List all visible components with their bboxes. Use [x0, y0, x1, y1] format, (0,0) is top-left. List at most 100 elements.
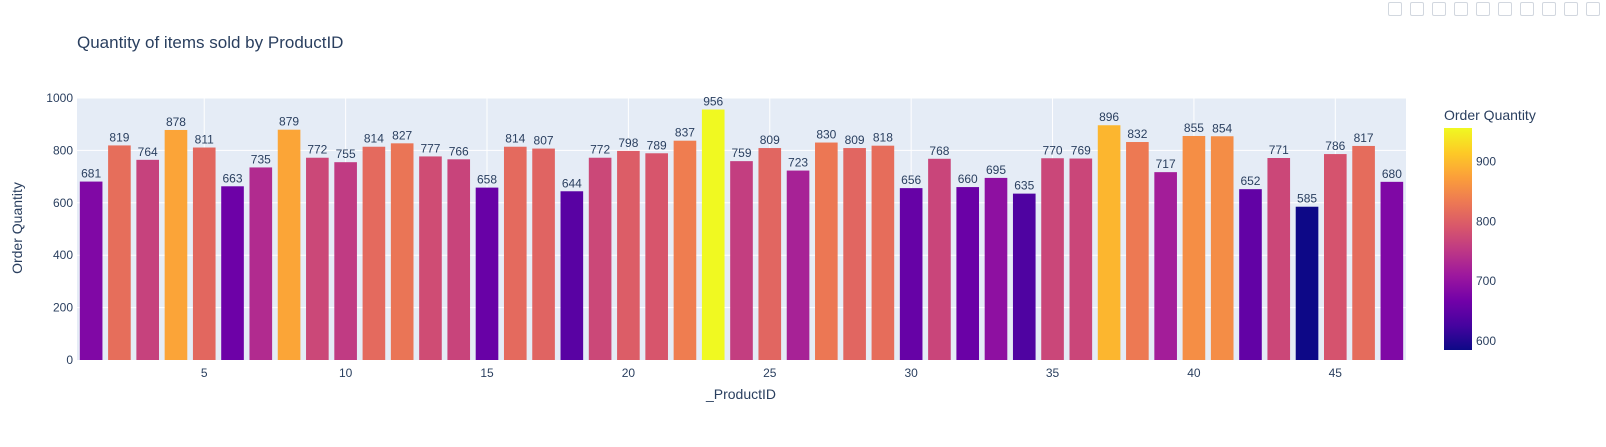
- bar[interactable]: [1295, 206, 1319, 360]
- bar[interactable]: [1154, 172, 1177, 360]
- bar-value-label: 811: [195, 133, 214, 147]
- y-tick-label: 800: [53, 143, 73, 157]
- bar-value-label: 855: [1184, 121, 1204, 135]
- bar-value-label: 878: [166, 115, 186, 129]
- bar[interactable]: [1126, 142, 1149, 360]
- x-tick-label: 35: [1046, 366, 1060, 380]
- bar[interactable]: [277, 129, 301, 360]
- zoom-out-icon[interactable]: [1520, 2, 1534, 16]
- bar-value-label: 768: [929, 144, 949, 158]
- bar[interactable]: [192, 147, 216, 360]
- bar[interactable]: [221, 186, 244, 360]
- bar-value-label: 772: [590, 143, 610, 157]
- bar[interactable]: [1323, 154, 1347, 360]
- lasso-select-icon[interactable]: [1476, 2, 1490, 16]
- bar[interactable]: [1267, 157, 1291, 360]
- bar-value-label: 759: [731, 146, 751, 160]
- bar[interactable]: [334, 162, 357, 360]
- plotly-logo-icon[interactable]: [1586, 2, 1600, 16]
- bar[interactable]: [1210, 136, 1234, 360]
- colorbar-tick-label: 800: [1476, 214, 1496, 228]
- bar-value-label: 807: [534, 134, 554, 148]
- bar[interactable]: [249, 167, 273, 360]
- bar[interactable]: [503, 146, 527, 360]
- colorbar-ticks: 600 700 800 900: [1476, 155, 1496, 349]
- bar-value-label: 798: [618, 136, 638, 150]
- bar[interactable]: [645, 153, 668, 360]
- bar[interactable]: [1380, 181, 1404, 360]
- bar[interactable]: [390, 143, 414, 360]
- bar-value-label: 585: [1297, 192, 1317, 206]
- bar-value-label: 755: [336, 147, 356, 161]
- reset-axes-icon[interactable]: [1564, 2, 1578, 16]
- x-tick-label: 40: [1187, 366, 1201, 380]
- bar-value-label: 830: [816, 128, 836, 142]
- colorbar-tick-label: 600: [1476, 334, 1496, 348]
- bar[interactable]: [673, 140, 697, 360]
- bar[interactable]: [815, 142, 838, 360]
- bar-value-label: 789: [647, 138, 667, 152]
- bar-value-label: 723: [788, 156, 808, 170]
- y-tick-label: 200: [53, 301, 73, 315]
- bar[interactable]: [701, 109, 725, 360]
- bar-value-label: 772: [307, 143, 327, 157]
- bar-value-label: 777: [420, 141, 440, 155]
- bar[interactable]: [1182, 135, 1206, 360]
- bar[interactable]: [532, 148, 555, 360]
- bar[interactable]: [419, 156, 442, 360]
- box-select-icon[interactable]: [1454, 2, 1468, 16]
- bar[interactable]: [730, 161, 753, 360]
- bar-value-label: 680: [1382, 167, 1402, 181]
- bar-value-label: 814: [364, 132, 384, 146]
- bar[interactable]: [899, 188, 923, 360]
- bar[interactable]: [1097, 125, 1121, 360]
- bar[interactable]: [1069, 158, 1093, 360]
- colorbar-title: Order Quantity: [1444, 107, 1536, 123]
- bar-labels: 681 819 764 878 811 663 735 879 772 755 814 827 777 7…: [81, 95, 1402, 206]
- x-tick-label: 20: [622, 366, 636, 380]
- bar[interactable]: [306, 157, 329, 360]
- bar[interactable]: [588, 157, 612, 360]
- bar-value-label: 809: [760, 133, 780, 147]
- bar-value-label: 764: [138, 145, 158, 159]
- x-axis-title: _ProductID: [705, 386, 776, 402]
- bar[interactable]: [786, 170, 810, 360]
- bar-value-label: 635: [1014, 179, 1034, 193]
- camera-icon[interactable]: [1388, 2, 1402, 16]
- bar[interactable]: [108, 145, 131, 360]
- bar[interactable]: [956, 187, 980, 360]
- bar-value-label: 658: [477, 173, 497, 187]
- bar-value-label: 817: [1354, 131, 1374, 145]
- bar[interactable]: [164, 129, 188, 360]
- bar-value-label: 717: [1156, 157, 1176, 171]
- bar[interactable]: [984, 177, 1008, 360]
- bar[interactable]: [560, 191, 584, 360]
- bar[interactable]: [447, 159, 471, 360]
- chart-title: Quantity of items sold by ProductID: [77, 33, 343, 52]
- bar-value-label: 827: [392, 128, 412, 142]
- bar-value-label: 766: [449, 144, 469, 158]
- bar-value-label: 809: [845, 133, 865, 147]
- bar[interactable]: [475, 187, 499, 360]
- bar[interactable]: [617, 150, 640, 360]
- zoom-in-icon[interactable]: [1498, 2, 1512, 16]
- bar[interactable]: [1041, 158, 1064, 360]
- y-tick-label: 1000: [46, 91, 73, 105]
- bar[interactable]: [1239, 189, 1262, 360]
- bar[interactable]: [843, 148, 866, 360]
- zoom-icon[interactable]: [1410, 2, 1424, 16]
- bar[interactable]: [871, 145, 895, 360]
- y-tick-label: 0: [66, 353, 73, 367]
- bar-value-label: 660: [958, 172, 978, 186]
- pan-icon[interactable]: [1432, 2, 1446, 16]
- bar[interactable]: [362, 146, 386, 360]
- bar-value-label: 681: [81, 167, 101, 181]
- bar[interactable]: [79, 181, 103, 360]
- bar[interactable]: [1352, 145, 1375, 360]
- autoscale-icon[interactable]: [1542, 2, 1556, 16]
- bar[interactable]: [928, 158, 951, 360]
- bar[interactable]: [136, 159, 160, 360]
- modebar[interactable]: [1388, 2, 1600, 16]
- bar[interactable]: [758, 148, 782, 360]
- bar[interactable]: [1012, 193, 1036, 360]
